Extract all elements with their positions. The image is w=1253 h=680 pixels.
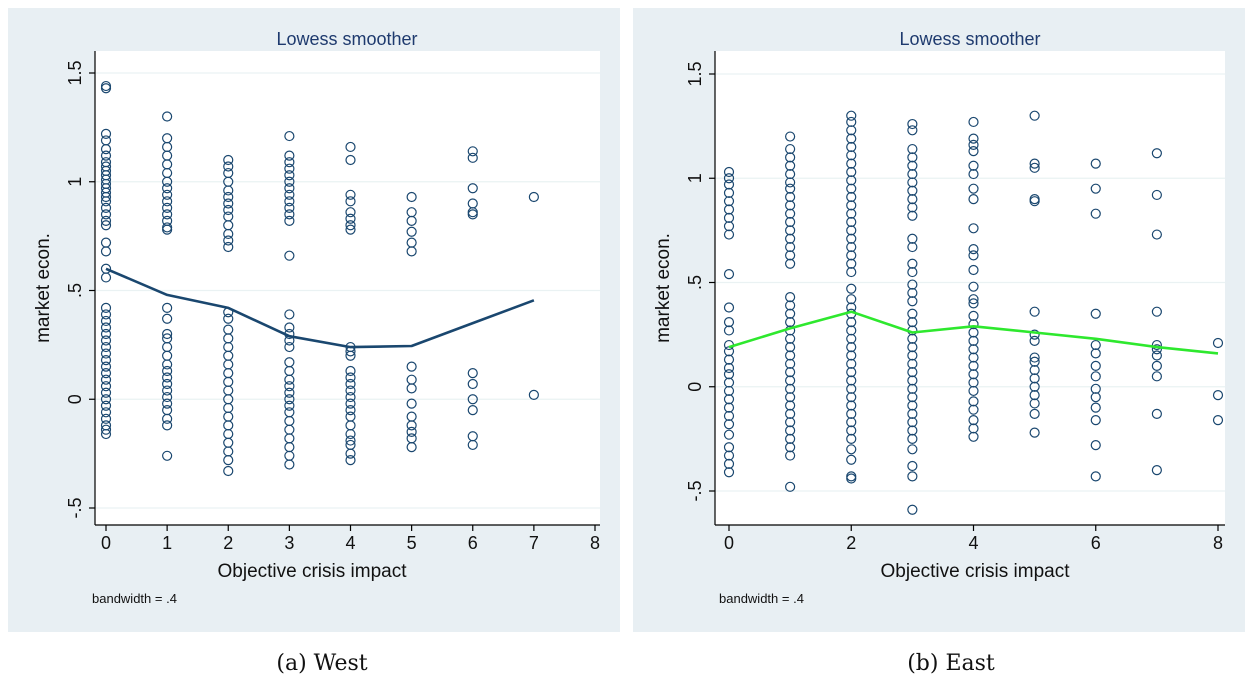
x-tick-label: 4 xyxy=(345,533,355,553)
chart-title: Lowess smoother xyxy=(899,29,1040,49)
scatter-chart-west: -.5 0 .5 1 1.5 0 1 2 3 4 5 6 7 8 Lowess smoother Obje… xyxy=(8,8,620,632)
y-tick-label: .5 xyxy=(65,283,85,298)
x-tick-label: 8 xyxy=(1213,533,1223,553)
y-tick-label: 1.5 xyxy=(685,61,705,86)
plot-area xyxy=(715,51,1225,525)
y-tick-label: 1.5 xyxy=(65,60,85,85)
x-axis-label: Objective crisis impact xyxy=(881,561,1071,582)
x-tick-label: 6 xyxy=(1091,533,1101,553)
bandwidth-note: bandwidth = .4 xyxy=(719,591,804,606)
x-tick-label: 0 xyxy=(101,533,111,553)
x-tick-label: 3 xyxy=(284,533,294,553)
y-tick-label: 0 xyxy=(65,394,85,404)
y-tick-label: 1 xyxy=(65,177,85,187)
chart-title: Lowess smoother xyxy=(276,29,417,49)
x-tick-label: 2 xyxy=(846,533,856,553)
y-tick-label: -.5 xyxy=(685,480,705,501)
chart-panel-west: -.5 0 .5 1 1.5 0 1 2 3 4 5 6 7 8 Lowess smoother Obje… xyxy=(8,8,620,632)
y-tick-label: 1 xyxy=(685,173,705,183)
figure-caption-west: (a) West xyxy=(172,651,472,676)
x-axis-label: Objective crisis impact xyxy=(218,561,408,582)
scatter-chart-east: -.5 0 .5 1 1.5 0 2 4 6 8 Lowess smoother Objectiv… xyxy=(633,8,1245,632)
x-tick-label: 0 xyxy=(724,533,734,553)
x-tick-label: 1 xyxy=(162,533,172,553)
x-tick-label: 7 xyxy=(529,533,539,553)
x-tick-label: 2 xyxy=(223,533,233,553)
y-tick-label: -.5 xyxy=(65,497,85,518)
figure-caption-east: (b) East xyxy=(801,651,1101,676)
chart-panel-east: -.5 0 .5 1 1.5 0 2 4 6 8 Lowess smoother Objectiv… xyxy=(633,8,1245,632)
x-tick-label: 8 xyxy=(590,533,600,553)
y-axis-label: market econ. xyxy=(33,233,54,343)
y-tick-label: 0 xyxy=(685,382,705,392)
x-tick-label: 5 xyxy=(407,533,417,553)
x-tick-label: 4 xyxy=(968,533,978,553)
y-tick-label: .5 xyxy=(685,275,705,290)
bandwidth-note: bandwidth = .4 xyxy=(92,591,177,606)
x-tick-label: 6 xyxy=(468,533,478,553)
y-axis-label: market econ. xyxy=(653,233,674,343)
